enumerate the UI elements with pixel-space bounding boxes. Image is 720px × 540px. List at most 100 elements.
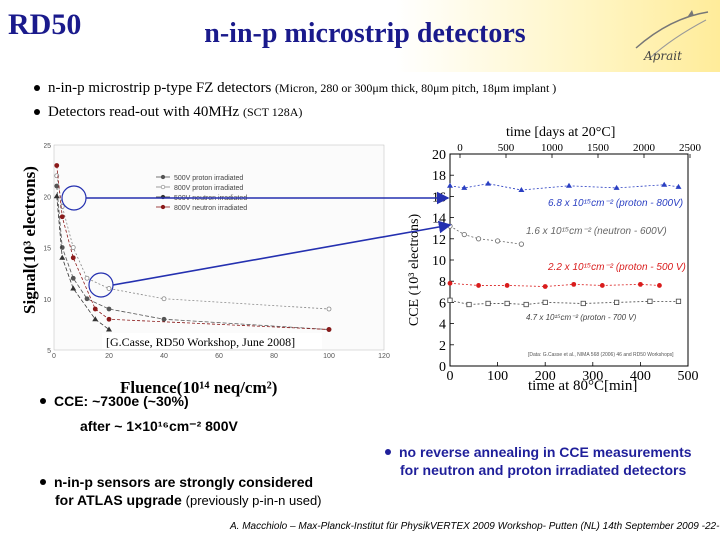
right-y-tick: 12 xyxy=(432,233,446,248)
right-data-point xyxy=(542,284,548,289)
top-axis-label: time [days at 20°C] xyxy=(506,125,615,140)
right-data-point xyxy=(613,184,620,190)
legend-marker xyxy=(160,174,166,180)
left-data-point xyxy=(53,193,60,199)
legend-entry: 800V proton irradiated xyxy=(174,185,243,192)
left-data-point xyxy=(106,286,112,291)
left-data-point xyxy=(70,245,76,250)
left-x-tick: 80 xyxy=(270,353,278,360)
note-annealing-line2: for neutron and proton irradiated detect… xyxy=(400,462,687,478)
legend-marker xyxy=(160,194,166,200)
left-plot-reference: [G.Casse, RD50 Workshop, June 2008] xyxy=(106,335,295,349)
left-data-point xyxy=(70,275,76,281)
right-y-tick: 18 xyxy=(432,169,446,184)
right-data-point xyxy=(580,300,586,307)
right-plot-x-label: time at 80°C[min] xyxy=(528,378,637,392)
series-label: 4.7 x 10¹⁵cm⁻² (proton - 700 V) xyxy=(526,313,637,322)
legend-marker xyxy=(160,184,166,190)
series-label: 6.8 x 10¹⁵cm⁻² (proton - 800V) xyxy=(548,198,683,209)
right-plot-frame xyxy=(449,153,689,367)
right-data-point xyxy=(571,281,577,287)
left-data-point xyxy=(84,275,90,281)
left-x-tick: 100 xyxy=(323,353,335,360)
note-sensors-line2: for ATLAS upgrade (previously p-in-n use… xyxy=(55,492,322,508)
right-x-tick: 200 xyxy=(535,369,556,384)
bullet-dot-icon xyxy=(34,84,40,91)
footer-author: A. Macchiolo – Max-Planck-Institut für P… xyxy=(230,521,431,532)
bullet-main: Detectors read-out with 40MHz xyxy=(48,104,240,120)
note-annealing: no reverse annealing in CCE measurements xyxy=(385,444,692,460)
top-tick: 2500 xyxy=(679,142,702,154)
left-y-tick: 15 xyxy=(44,246,51,253)
left-x-tick: 120 xyxy=(378,353,390,360)
right-data-point xyxy=(461,231,467,238)
right-data-point xyxy=(461,184,468,190)
slide-title: n-in-p microstrip detectors xyxy=(204,18,526,49)
right-data-point xyxy=(657,283,662,288)
right-data-point xyxy=(475,236,482,242)
right-data-point xyxy=(447,223,453,229)
left-data-point xyxy=(92,306,98,312)
left-data-point xyxy=(106,316,112,322)
header-background xyxy=(0,0,720,72)
left-series-line xyxy=(56,165,330,330)
left-data-point xyxy=(59,214,65,220)
right-plot-footnote: [Data: G.Casse et al., NIMA 568 (2006) 4… xyxy=(528,352,674,358)
right-data-point xyxy=(675,298,682,304)
right-data-point xyxy=(485,300,491,307)
right-data-point xyxy=(518,187,525,193)
right-y-tick: 10 xyxy=(432,254,446,269)
right-y-tick: 4 xyxy=(439,318,446,333)
logo-text: Aprait xyxy=(643,49,682,63)
right-data-point xyxy=(661,181,668,187)
right-data-point xyxy=(599,283,605,288)
right-series-line xyxy=(449,183,679,191)
bullet-detectors: n-in-p microstrip p-type FZ detectors (M… xyxy=(34,80,556,97)
left-data-point xyxy=(106,306,112,312)
right-series-line xyxy=(449,282,660,287)
left-y-tick: 5 xyxy=(47,348,51,355)
right-y-tick: 8 xyxy=(439,275,446,290)
left-data-point xyxy=(84,296,90,302)
note-cce-line2: after ~ 1×10¹⁶cm⁻² 800V xyxy=(80,418,238,434)
left-x-tick: 40 xyxy=(160,353,168,360)
signal-vs-fluence-chart: 5 10 15 20 25 0 20 40 60 80 100 120 500V proton irr… xyxy=(44,143,390,360)
right-data-point xyxy=(638,281,643,287)
right-data-point xyxy=(447,297,453,303)
left-data-point xyxy=(161,296,167,302)
left-x-tick: 20 xyxy=(105,353,113,360)
reference-box xyxy=(102,333,322,349)
right-y-tick: 20 xyxy=(432,148,446,163)
right-y-tick: 16 xyxy=(432,190,446,205)
left-data-point xyxy=(54,163,60,168)
left-data-point xyxy=(326,306,332,312)
right-data-point xyxy=(466,301,472,308)
right-data-point xyxy=(675,183,682,189)
footer-event: VERTEX 2009 Workshop- Putten (NL) 14th S… xyxy=(430,521,720,532)
right-data-point xyxy=(495,238,501,244)
left-data-point xyxy=(70,285,77,291)
right-data-point xyxy=(447,182,453,188)
right-x-tick: 500 xyxy=(678,369,699,384)
right-data-point xyxy=(647,298,653,304)
legend-marker xyxy=(160,204,166,210)
left-data-point xyxy=(70,255,76,261)
left-x-tick: 0 xyxy=(52,353,56,360)
bullet-detail: (SCT 128A) xyxy=(242,105,303,119)
left-data-point xyxy=(161,316,167,322)
left-y-tick: 25 xyxy=(44,143,51,150)
right-x-tick: 100 xyxy=(487,369,508,384)
top-tick: 1500 xyxy=(587,142,610,154)
top-tick: 1000 xyxy=(541,142,564,154)
left-x-tick: 60 xyxy=(215,353,223,360)
left-y-tick: 20 xyxy=(44,194,51,201)
left-data-point xyxy=(106,326,112,332)
bullet-readout: Detectors read-out with 40MHz (SCT 128A) xyxy=(34,104,302,121)
right-data-point xyxy=(613,299,620,305)
left-y-tick: 10 xyxy=(44,297,51,304)
top-tick: 2000 xyxy=(633,142,656,154)
right-data-point xyxy=(566,182,572,188)
left-data-point xyxy=(59,254,66,260)
bullet-main: n-in-p microstrip p-type FZ detectors xyxy=(48,80,272,96)
right-y-tick: 6 xyxy=(439,296,446,311)
